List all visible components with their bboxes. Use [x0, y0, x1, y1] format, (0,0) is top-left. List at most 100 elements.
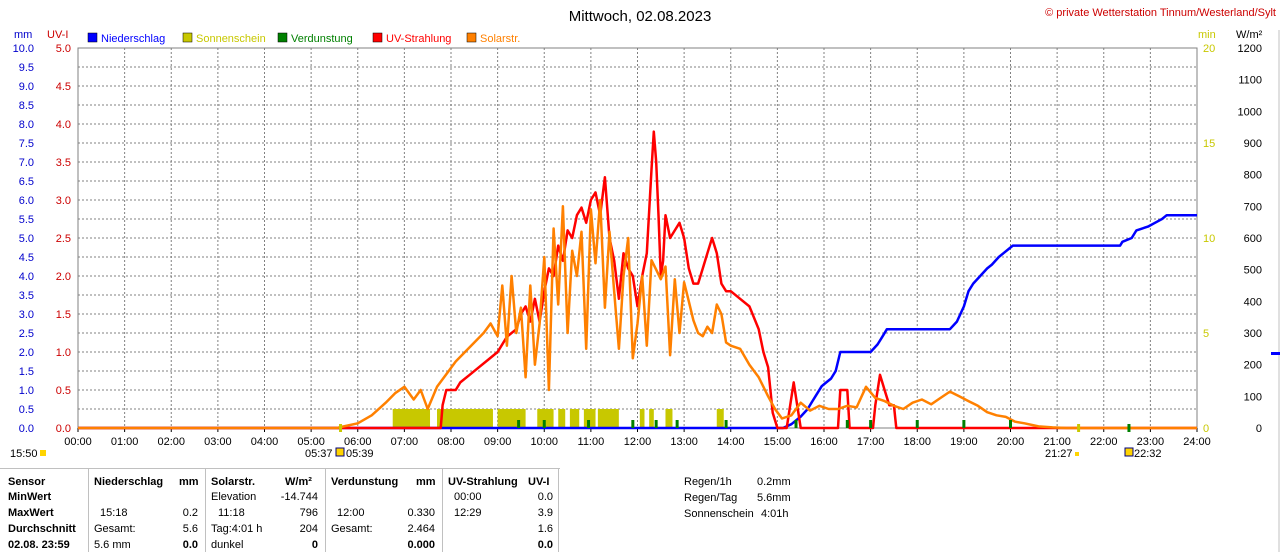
sun-icon: [40, 450, 46, 456]
evap-max-time: 12:00: [337, 507, 365, 519]
wm2-tick-label: 1100: [1238, 75, 1262, 87]
mm-tick-label: 0.0: [19, 423, 34, 435]
evaporation-mark: [845, 420, 849, 428]
uv-tick-label: 0.5: [56, 385, 71, 397]
scroll-thumb[interactable]: [1271, 352, 1280, 355]
uv-max-time: 12:29: [454, 507, 482, 519]
uv-header: UV-Strahlung: [448, 476, 518, 488]
right-edge-scrollbar[interactable]: [1271, 30, 1280, 552]
moon-icon: [1124, 447, 1134, 457]
evaporation-mark: [962, 420, 966, 428]
legend-label-3: UV-Strahlung: [386, 33, 451, 45]
sunshine-bar: [558, 409, 566, 428]
solar-header: Solarstr.: [211, 476, 256, 488]
evaporation-mark: [542, 420, 546, 428]
uv-tick-label: 0.0: [56, 423, 71, 435]
wm2-tick-label: 300: [1244, 328, 1262, 340]
rain-last-value: 0.0: [182, 539, 198, 551]
chart-title: Mittwoch, 02.08.2023: [569, 8, 712, 25]
summary-rain-hour-label: Regen/1h: [684, 476, 732, 488]
sunset-marker: [1077, 424, 1081, 432]
uv-avg-value: 1.6: [537, 523, 553, 535]
sunset-label-b: 22:32: [1134, 448, 1162, 460]
rain-header: Niederschlag: [94, 476, 164, 488]
mm-unit-label: mm: [14, 29, 32, 41]
sensor-header: Sensor: [8, 476, 46, 488]
series-line-solarstr.: [78, 198, 1197, 430]
evap-avg-value: 2.464: [407, 523, 435, 535]
x-tick-label: 11:00: [578, 436, 605, 448]
solar-last-label: dunkel: [211, 539, 244, 551]
uv-tick-label: 2.0: [56, 271, 71, 283]
x-tick-label: 18:00: [903, 436, 931, 448]
x-tick-label: 03:00: [204, 436, 232, 448]
x-tick-label: 06:00: [344, 436, 372, 448]
x-tick-label: 09:00: [484, 436, 512, 448]
evaporation-mark: [675, 420, 679, 428]
wm2-tick-label: 500: [1244, 265, 1262, 277]
x-tick-label: 00:00: [64, 436, 92, 448]
row-avg-label: Durchschnitt: [8, 523, 76, 535]
evaporation-mark: [869, 420, 873, 428]
x-tick-label: 19:00: [950, 436, 978, 448]
solar-min-value: -14.744: [280, 491, 318, 503]
sunrise-marker: [339, 424, 343, 432]
evap-max-value: 0.330: [407, 507, 435, 519]
chart-series: [78, 130, 1197, 430]
row-last-label: 02.08. 23:59: [8, 539, 70, 551]
x-tick-label: 05:00: [297, 436, 325, 448]
x-tick-label: 20:00: [997, 436, 1025, 448]
moon-marker: [1127, 424, 1131, 432]
uv-tick-label: 3.0: [56, 195, 71, 207]
solar-min-label: Elevation: [211, 491, 257, 503]
uv-tick-label: 4.5: [56, 81, 71, 93]
mm-tick-label: 0.5: [19, 404, 34, 416]
solar-unit: W/m²: [285, 476, 312, 488]
rain-max-value: 0.2: [182, 507, 198, 519]
x-tick-label: 14:00: [717, 436, 745, 448]
wm2-tick-label: 800: [1244, 170, 1262, 182]
sunrise-label-b: 05:39: [346, 448, 374, 460]
x-tick-label: 24:00: [1183, 436, 1211, 448]
x-tick-label: 10:00: [530, 436, 558, 448]
uv-unit: UV-I: [528, 476, 550, 488]
sunshine-bar: [569, 409, 580, 428]
mm-tick-label: 2.5: [19, 328, 34, 340]
series-line-niederschlag: [78, 213, 1197, 430]
x-tick-label: 07:00: [391, 436, 419, 448]
row-max-label: MaxWert: [8, 507, 54, 519]
sunrise-label-a: 05:37: [305, 448, 333, 460]
wm2-tick-label: 400: [1244, 296, 1262, 308]
x-tick-label: 17:00: [857, 436, 885, 448]
evaporation-mark: [794, 420, 798, 428]
mm-tick-label: 4.0: [19, 271, 34, 283]
sunrise-icon: [335, 447, 345, 457]
mm-tick-label: 10.0: [13, 43, 34, 55]
x-tick-label: 23:00: [1137, 436, 1165, 448]
uv-tick-label: 1.5: [56, 309, 71, 321]
legend-swatch-0: [87, 32, 98, 43]
rain-avg-label: Gesamt:: [94, 523, 136, 535]
uv-max-value: 3.9: [537, 507, 553, 519]
row-min-label: MinWert: [8, 491, 52, 503]
uv-tick-label: 1.0: [56, 347, 71, 359]
sunshine-bar: [665, 409, 673, 428]
mm-tick-label: 6.0: [19, 195, 34, 207]
mm-tick-label: 1.0: [19, 385, 34, 397]
wm2-tick-label: 0: [1256, 423, 1262, 435]
uv-min-time: 00:00: [454, 491, 482, 503]
sunshine-bar: [437, 409, 493, 428]
x-tick-label: 15:00: [764, 436, 792, 448]
wm2-tick-label: 1000: [1238, 106, 1262, 118]
wm2-tick-label: 900: [1244, 138, 1262, 150]
x-tick-label: 02:00: [157, 436, 185, 448]
summary-sunshine-value: 4:01h: [761, 508, 789, 520]
chart-grid: [77, 47, 1198, 429]
summary-rain-day-label: Regen/Tag: [684, 492, 738, 504]
evaporation-mark: [587, 420, 591, 428]
wm2-tick-label: 1200: [1238, 43, 1262, 55]
mm-tick-label: 4.5: [19, 252, 34, 264]
x-tick-label: 22:00: [1090, 436, 1118, 448]
uv-min-value: 0.0: [537, 491, 553, 503]
below-axis-labels: 15:50 05:37 05:39 21:27 22:32: [10, 424, 1162, 460]
